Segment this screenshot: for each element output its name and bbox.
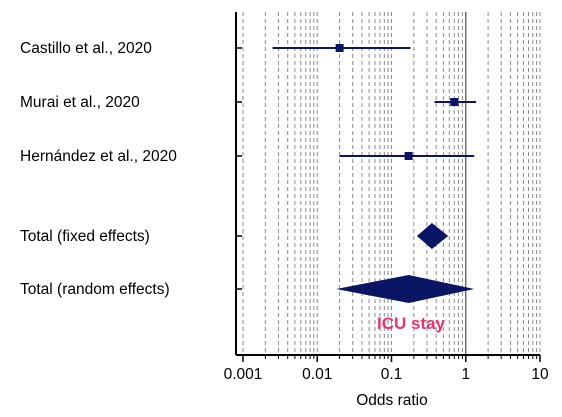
row-label: Total (fixed effects) [20,228,150,245]
row-label: Hernández et al., 2020 [20,148,177,165]
x-axis-title: Odds ratio [356,392,428,409]
x-tick-label: 1 [461,366,470,383]
row-label: Murai et al., 2020 [20,94,140,111]
point-estimate [404,152,413,160]
x-tick-label: 10 [531,366,549,383]
point-estimate [450,98,459,106]
x-axis-ticks: 0.001 0.01 0.1 1 10 [224,355,549,383]
study-rows: Castillo et al., 2020 Murai et al., 2020 H… [20,40,477,303]
annotation-text: ICU stay [377,314,446,333]
point-estimate [335,44,344,52]
pooled-diamond [336,275,475,303]
x-tick-label: 0.01 [302,366,332,383]
x-tick-label: 0.001 [224,366,263,383]
pooled-diamond [416,223,449,249]
row-label: Castillo et al., 2020 [20,40,152,57]
row-label: Total (random effects) [20,281,170,298]
grid-lines [242,12,541,355]
x-tick-label: 0.1 [381,366,403,383]
